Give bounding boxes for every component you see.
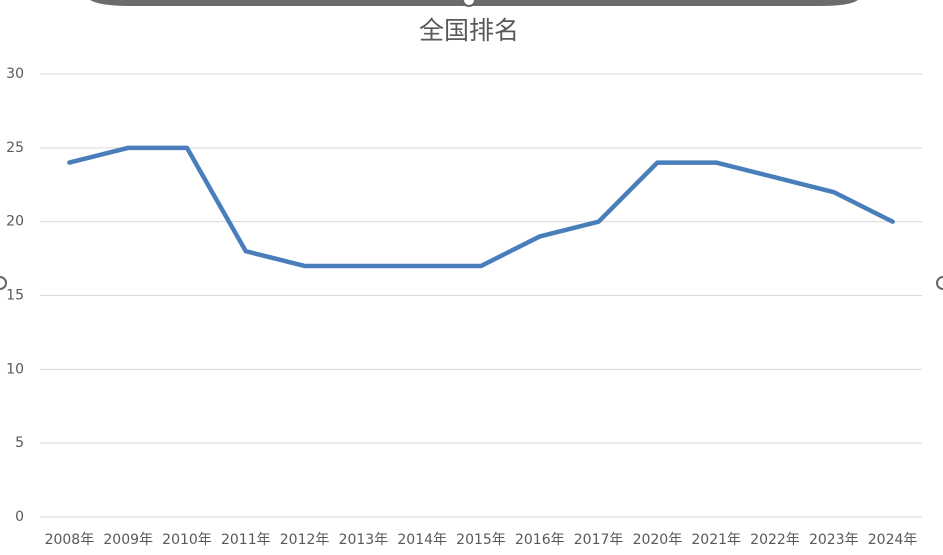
y-tick-label: 10 [6, 361, 24, 377]
y-tick-label: 30 [6, 66, 24, 82]
y-tick-label: 15 [6, 288, 24, 304]
y-tick-label: 0 [15, 509, 24, 525]
y-tick-label: 20 [6, 214, 24, 230]
resize-handle[interactable] [462, 0, 476, 7]
x-tick-label: 2009年 [103, 532, 153, 548]
x-tick-label: 2010年 [162, 532, 212, 548]
x-tick-label: 2008年 [45, 532, 95, 548]
x-tick-label: 2011年 [221, 532, 271, 548]
x-tick-label: 2024年 [868, 532, 918, 548]
resize-handle[interactable] [0, 276, 7, 290]
x-tick-label: 2017年 [574, 532, 624, 548]
x-tick-label: 2013年 [339, 532, 389, 548]
y-tick-label: 25 [6, 140, 24, 156]
x-tick-label: 2021年 [691, 532, 741, 548]
x-tick-label: 2016年 [515, 532, 565, 548]
x-tick-label: 2022年 [750, 532, 800, 548]
chart-title: 全国排名 [419, 16, 519, 45]
x-tick-label: 2020年 [633, 532, 683, 548]
data-line [67, 145, 895, 269]
resize-handle[interactable] [936, 276, 943, 290]
x-tick-label: 2014年 [397, 532, 447, 548]
y-tick-label: 5 [15, 435, 24, 451]
x-tick-label: 2015年 [456, 532, 506, 548]
x-tick-label: 2012年 [280, 532, 330, 548]
x-tick-label: 2023年 [809, 532, 859, 548]
